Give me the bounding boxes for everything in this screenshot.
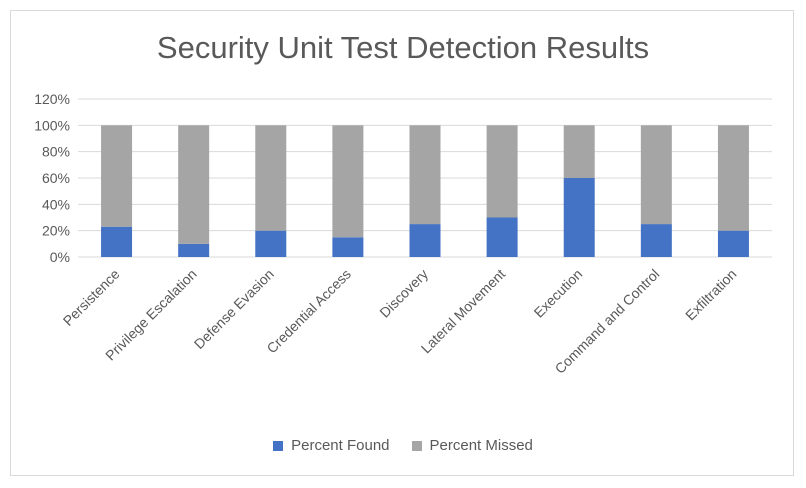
legend-swatch-found bbox=[273, 440, 284, 451]
bar-missed bbox=[178, 125, 210, 244]
legend-label-found: Percent Found bbox=[291, 437, 390, 454]
legend: Percent Found Percent Missed bbox=[0, 437, 806, 454]
bar-missed bbox=[332, 125, 364, 238]
y-tick-label: 20% bbox=[42, 223, 70, 239]
legend-swatch-missed bbox=[411, 440, 422, 451]
legend-item-missed: Percent Missed bbox=[411, 437, 533, 454]
y-tick-label: 0% bbox=[50, 249, 70, 265]
y-tick-label: 60% bbox=[42, 170, 70, 186]
bar-found bbox=[101, 226, 133, 257]
bar-found bbox=[486, 217, 518, 257]
bar-found bbox=[332, 237, 364, 257]
bar-missed bbox=[563, 125, 595, 178]
bar-found bbox=[717, 230, 749, 257]
bar-missed bbox=[101, 125, 133, 227]
x-tick-label: Exfiltration bbox=[682, 266, 740, 324]
y-tick-label: 40% bbox=[42, 196, 70, 212]
x-tick-label: Persistence bbox=[60, 266, 123, 329]
bar-found bbox=[178, 243, 210, 257]
y-tick-label: 120% bbox=[34, 91, 70, 107]
x-tick-label: Execution bbox=[531, 266, 586, 321]
bar-found bbox=[640, 224, 672, 257]
bars bbox=[101, 125, 749, 257]
x-tick-label: Lateral Movement bbox=[418, 266, 509, 357]
x-tick-label: Credential Access bbox=[263, 266, 354, 357]
bar-missed bbox=[717, 125, 749, 231]
bar-found bbox=[563, 178, 595, 257]
bar-found bbox=[255, 230, 287, 257]
bar-missed bbox=[255, 125, 287, 231]
bar-missed bbox=[486, 125, 518, 218]
y-tick-label: 80% bbox=[42, 144, 70, 160]
chart-title: Security Unit Test Detection Results bbox=[156, 30, 650, 65]
bar-missed bbox=[640, 125, 672, 225]
x-tick-label: Defense Evasion bbox=[191, 266, 277, 352]
legend-item-found: Percent Found bbox=[273, 437, 390, 454]
legend-label-missed: Percent Missed bbox=[429, 437, 533, 454]
y-axis-ticks: 0% 20% 40% 60% 80% 100% 120% bbox=[34, 91, 70, 265]
bar-missed bbox=[409, 125, 441, 225]
y-tick-label: 100% bbox=[34, 117, 70, 133]
bar-found bbox=[409, 224, 441, 257]
x-tick-label: Discovery bbox=[376, 266, 431, 321]
